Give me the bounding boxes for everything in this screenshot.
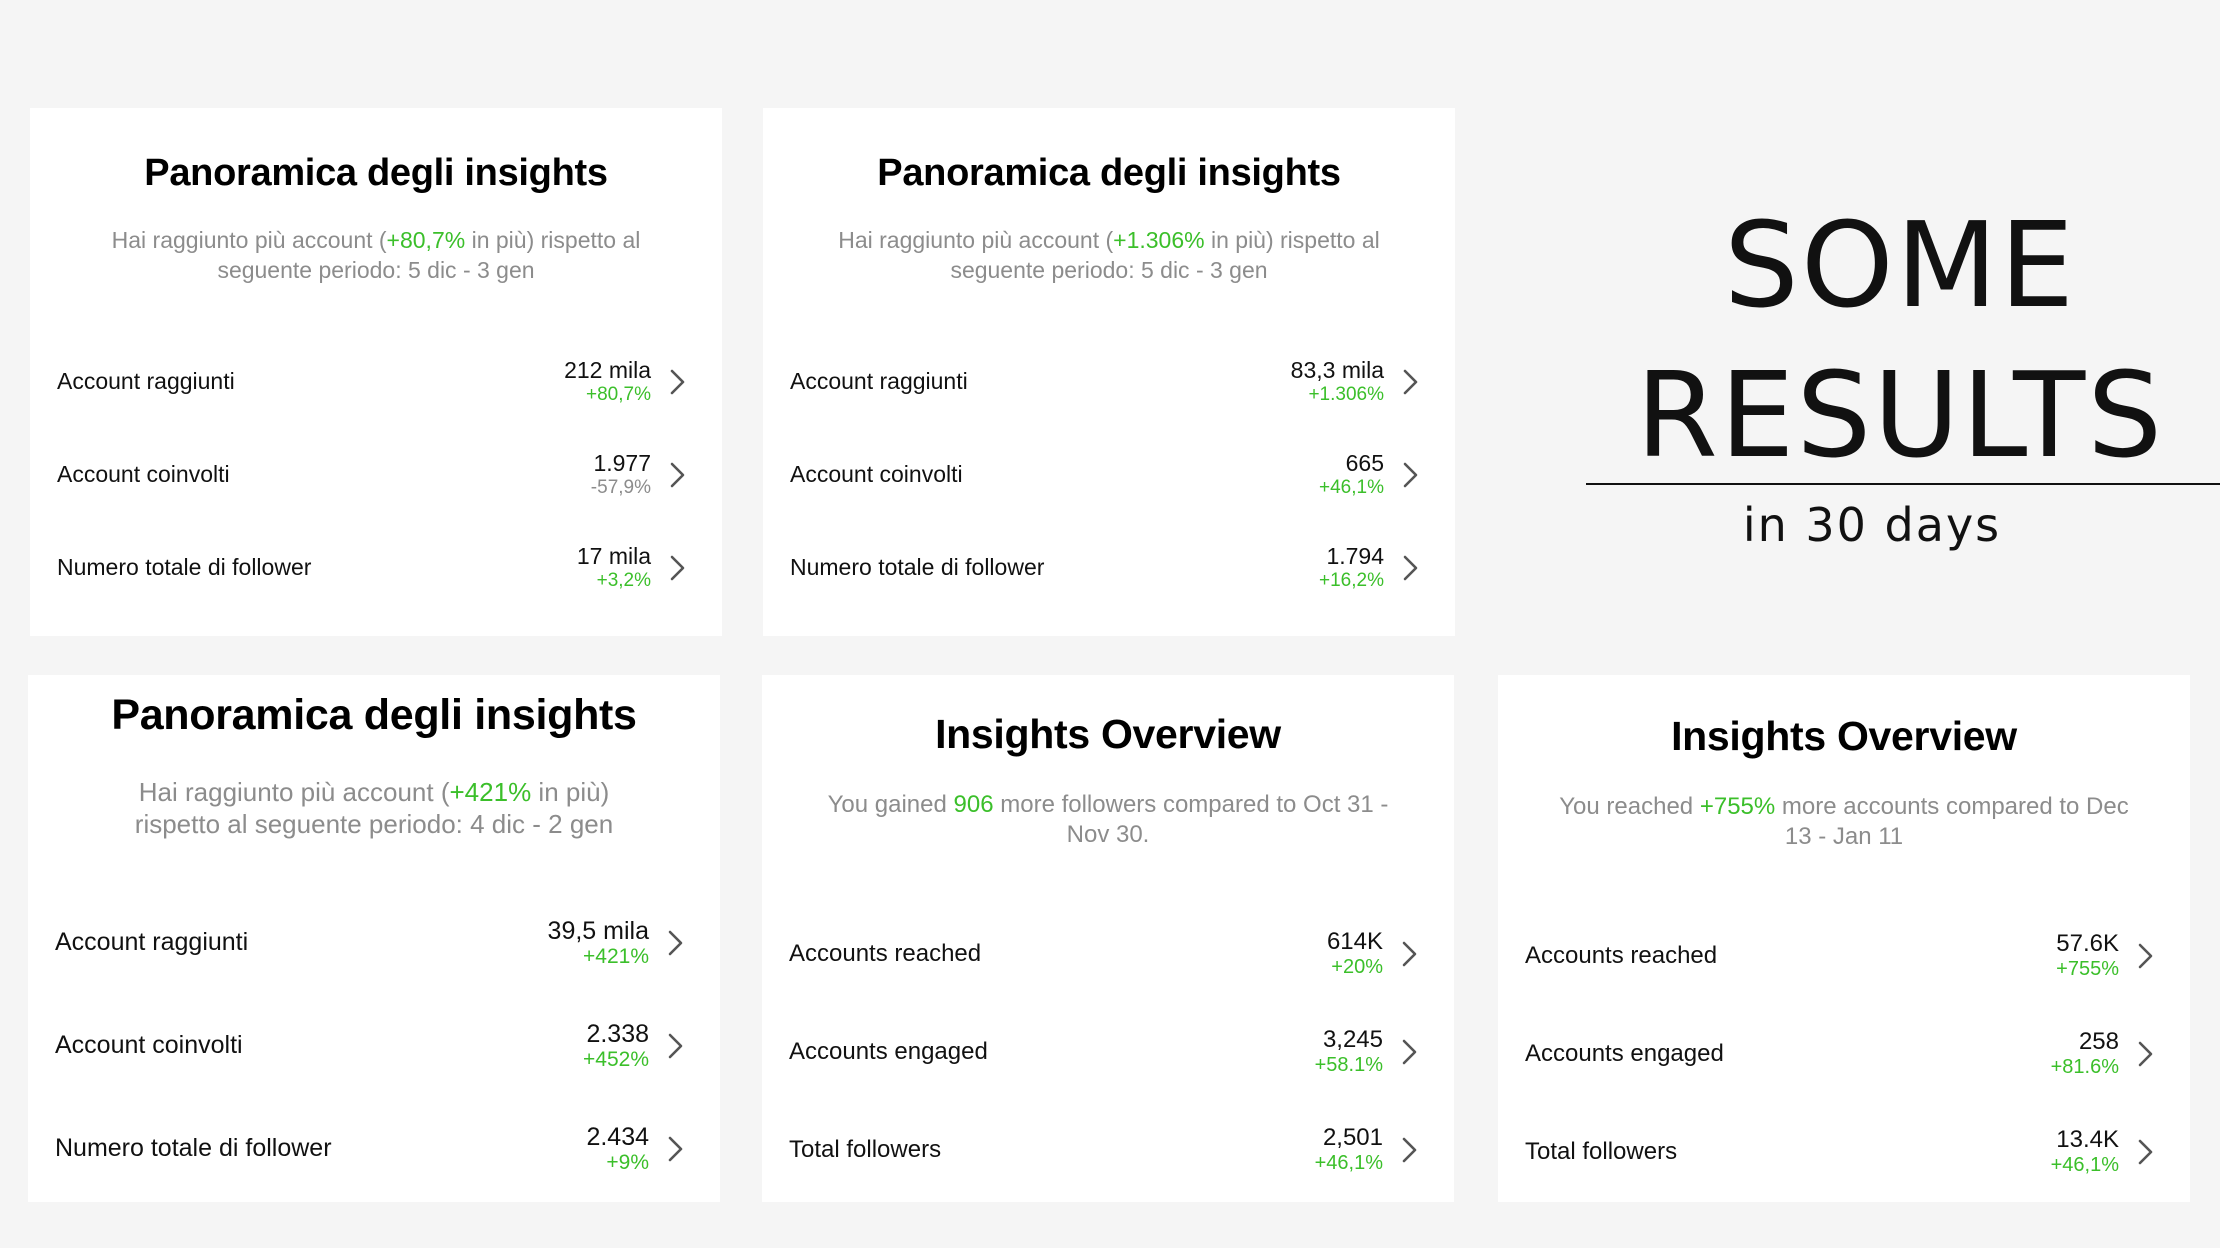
metric-label: Numero totale di follower — [55, 1134, 332, 1163]
card-title: Insights Overview — [1671, 713, 2017, 759]
metric-value: 258 — [2078, 1028, 2119, 1055]
metric-delta: +452% — [583, 1048, 649, 1071]
metric-value: 212 mila — [564, 357, 651, 383]
metric-delta: +1.306% — [1308, 383, 1384, 405]
metric-value: 2.338 — [586, 1020, 649, 1048]
headline-line-2: RESULTS — [1635, 346, 2165, 484]
card-title: Panoramica degli insights — [144, 152, 608, 194]
headline-caption: in 30 days — [1742, 498, 2002, 552]
card-title: Panoramica degli insights — [877, 152, 1341, 194]
metric-label: Account coinvolti — [55, 1031, 243, 1060]
metric-delta: +46,1% — [1319, 476, 1384, 498]
chevron-right-icon[interactable] — [659, 1132, 693, 1166]
metric-value: 3,245 — [1322, 1026, 1383, 1053]
metric-row-accounts-engaged[interactable]: Account coinvolti 1.977 -57,9% — [57, 450, 695, 498]
metric-label: Total followers — [789, 1135, 942, 1163]
chevron-right-icon[interactable] — [661, 551, 695, 585]
insights-card-2: Panoramica degli insights Hai raggiunto … — [763, 108, 1455, 636]
metric-row-accounts-reached[interactable]: Accounts reached 57.6K +755% — [1525, 930, 2163, 980]
metric-row-accounts-engaged[interactable]: Account coinvolti 665 +46,1% — [790, 450, 1428, 498]
metric-row-accounts-reached[interactable]: Accounts reached 614K +20% — [789, 928, 1427, 978]
metric-value: 39,5 mila — [547, 917, 649, 945]
metric-delta: +3,2% — [596, 569, 651, 591]
chevron-right-icon[interactable] — [1394, 551, 1428, 585]
card-subtitle: You gained 906 more followers compared t… — [827, 791, 1389, 848]
metric-label: Accounts engaged — [1525, 1039, 1724, 1067]
metric-row-total-followers[interactable]: Total followers 13.4K +46,1% — [1525, 1126, 2163, 1176]
metric-delta: +81.6% — [2050, 1055, 2119, 1078]
chevron-right-icon[interactable] — [659, 926, 693, 960]
chevron-right-icon[interactable] — [1393, 937, 1427, 971]
chevron-right-icon[interactable] — [2129, 1135, 2163, 1169]
metric-delta: +16,2% — [1319, 569, 1384, 591]
metric-label: Numero totale di follower — [57, 554, 312, 580]
metric-value: 2.434 — [586, 1123, 649, 1151]
chevron-right-icon[interactable] — [1393, 1133, 1427, 1167]
card-subtitle: Hai raggiunto più account (+421% in più)… — [134, 777, 614, 839]
card-title: Insights Overview — [935, 711, 1281, 757]
metric-value: 83,3 mila — [1290, 357, 1384, 383]
metric-delta: +46,1% — [2050, 1153, 2119, 1176]
metric-row-total-followers[interactable]: Numero totale di follower 17 mila +3,2% — [57, 543, 695, 591]
insights-card-5: Insights Overview You reached +755% more… — [1498, 675, 2190, 1202]
metric-row-total-followers[interactable]: Numero totale di follower 2.434 +9% — [55, 1123, 693, 1175]
card-subtitle: Hai raggiunto più account (+80,7% in più… — [111, 227, 641, 283]
chevron-right-icon[interactable] — [661, 458, 695, 492]
metric-row-accounts-reached[interactable]: Account raggiunti 83,3 mila +1.306% — [790, 357, 1428, 405]
metric-row-accounts-reached[interactable]: Account raggiunti 212 mila +80,7% — [57, 357, 695, 405]
metric-delta: +755% — [2056, 957, 2119, 980]
metric-delta: +9% — [606, 1151, 649, 1174]
card-title: Panoramica degli insights — [111, 691, 637, 739]
metric-label: Numero totale di follower — [790, 554, 1045, 580]
metric-row-total-followers[interactable]: Total followers 2,501 +46,1% — [789, 1124, 1427, 1174]
metric-label: Account raggiunti — [57, 368, 235, 394]
chevron-right-icon[interactable] — [1393, 1035, 1427, 1069]
metric-value: 665 — [1345, 450, 1384, 476]
metric-value: 1.977 — [593, 450, 651, 476]
metric-label: Account coinvolti — [790, 461, 963, 487]
metric-delta: +20% — [1331, 955, 1383, 978]
results-headline: SOME RESULTS in 30 days — [1580, 190, 2220, 552]
metric-row-accounts-reached[interactable]: Account raggiunti 39,5 mila +421% — [55, 917, 693, 969]
metric-value: 17 mila — [576, 543, 651, 569]
card-subtitle: Hai raggiunto più account (+1.306% in pi… — [838, 227, 1380, 283]
metric-label: Account coinvolti — [57, 461, 230, 487]
metric-delta: +80,7% — [586, 383, 651, 405]
chevron-right-icon[interactable] — [1394, 365, 1428, 399]
chevron-right-icon[interactable] — [1394, 458, 1428, 492]
divider — [1586, 483, 2220, 485]
metric-value: 1.794 — [1326, 543, 1384, 569]
metric-value: 614K — [1326, 928, 1383, 955]
chevron-right-icon[interactable] — [661, 365, 695, 399]
metric-delta: -57,9% — [590, 476, 651, 498]
insights-card-1: Panoramica degli insights Hai raggiunto … — [30, 108, 722, 636]
insights-card-4: Insights Overview You gained 906 more fo… — [762, 675, 1454, 1202]
metric-value: 13.4K — [2056, 1126, 2119, 1153]
metric-row-accounts-engaged[interactable]: Accounts engaged 3,245 +58.1% — [789, 1026, 1427, 1076]
headline-line-1: SOME — [1723, 196, 2077, 334]
metric-label: Accounts reached — [1525, 941, 1718, 969]
metric-label: Accounts engaged — [789, 1037, 988, 1065]
chevron-right-icon[interactable] — [2129, 1037, 2163, 1071]
chevron-right-icon[interactable] — [659, 1029, 693, 1063]
metric-label: Account raggiunti — [55, 928, 249, 957]
metric-label: Accounts reached — [789, 939, 982, 967]
metric-label: Total followers — [1525, 1137, 1678, 1165]
card-subtitle: You reached +755% more accounts compared… — [1559, 793, 2129, 850]
metric-delta: +58.1% — [1314, 1053, 1383, 1076]
insights-card-3: Panoramica degli insights Hai raggiunto … — [28, 675, 720, 1202]
chevron-right-icon[interactable] — [2129, 939, 2163, 973]
metric-row-accounts-engaged[interactable]: Accounts engaged 258 +81.6% — [1525, 1028, 2163, 1078]
metric-row-total-followers[interactable]: Numero totale di follower 1.794 +16,2% — [790, 543, 1428, 591]
metric-delta: +421% — [583, 945, 649, 968]
metric-delta: +46,1% — [1314, 1151, 1383, 1174]
metric-row-accounts-engaged[interactable]: Account coinvolti 2.338 +452% — [55, 1020, 693, 1072]
metric-value: 2,501 — [1322, 1124, 1383, 1151]
metric-value: 57.6K — [2056, 930, 2119, 957]
metric-label: Account raggiunti — [790, 368, 968, 394]
